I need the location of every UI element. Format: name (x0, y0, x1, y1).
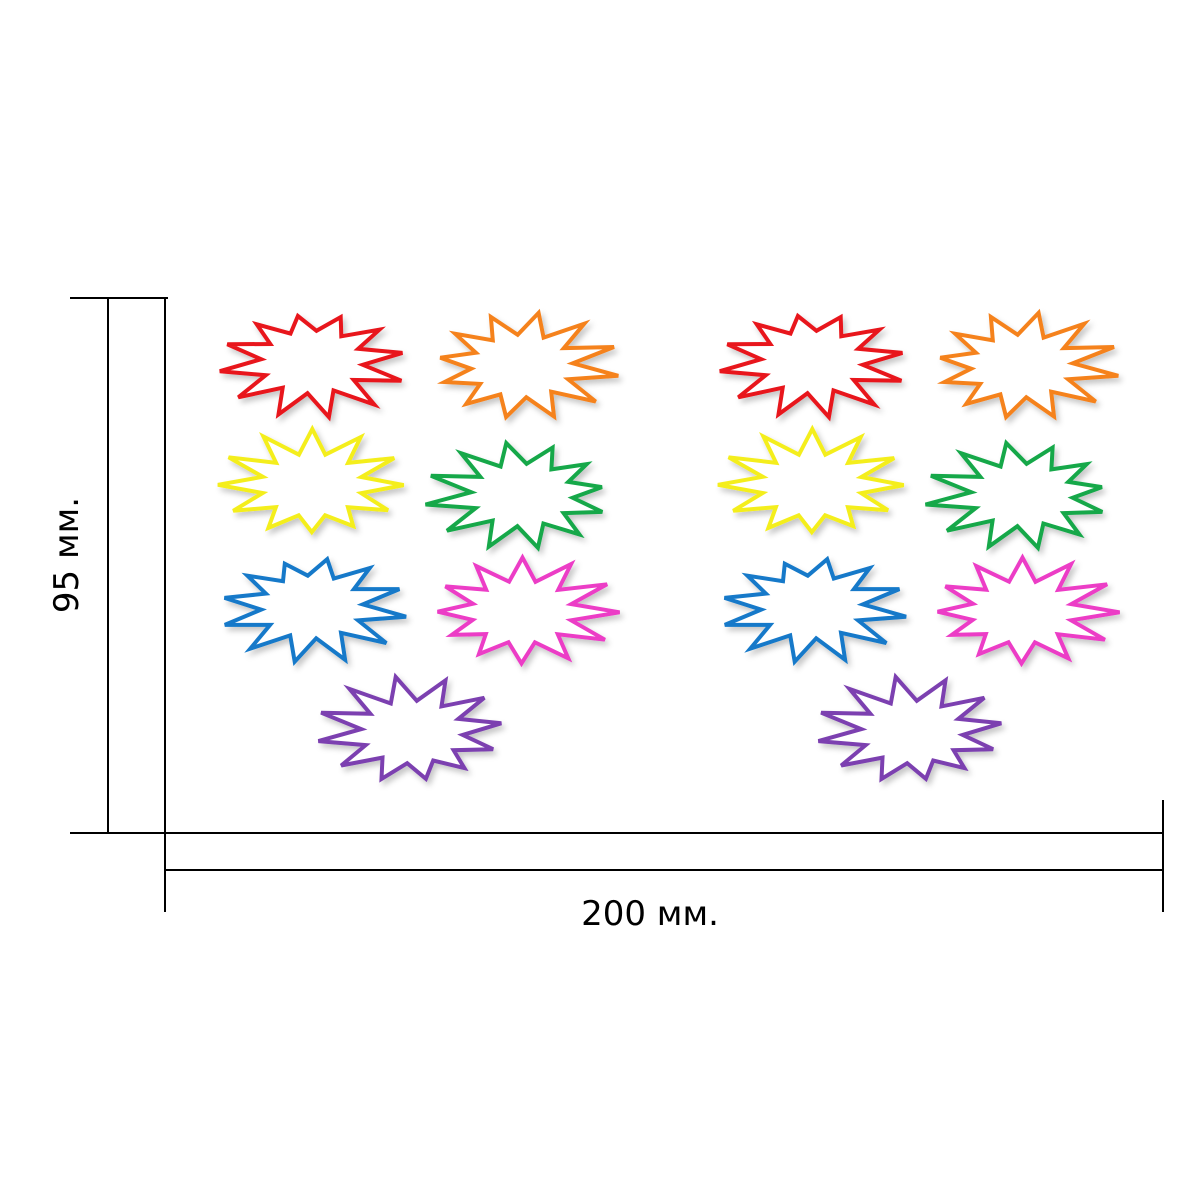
starburst-sticker-green (424, 439, 604, 552)
height-dimension: 95 мм. (47, 297, 168, 834)
starburst-sticker-green (924, 439, 1104, 552)
starburst-sticker-red (219, 312, 403, 422)
width-dimension: 200 мм. (164, 800, 1164, 934)
sticker-group-left-set (217, 308, 620, 783)
height-label: 95 мм. (47, 497, 87, 613)
width-label: 200 мм. (581, 894, 719, 934)
starburst-sticker-red (719, 312, 903, 422)
starburst-sticker-blue (723, 555, 907, 667)
starburst-sticker-purple (817, 672, 1002, 783)
starburst-sticker-pink (437, 553, 620, 668)
starburst-sticker-blue (223, 555, 407, 667)
starburst-sticker-yellow (717, 424, 905, 536)
starburst-sticker-purple (317, 672, 502, 783)
starburst-sticker-yellow (217, 424, 405, 536)
sticker-sheet (217, 308, 1120, 783)
starburst-sticker-orange (436, 308, 619, 421)
starburst-sticker-pink (937, 553, 1120, 668)
starburst-sticker-orange (936, 308, 1119, 421)
sticker-group-right-set (717, 308, 1120, 783)
